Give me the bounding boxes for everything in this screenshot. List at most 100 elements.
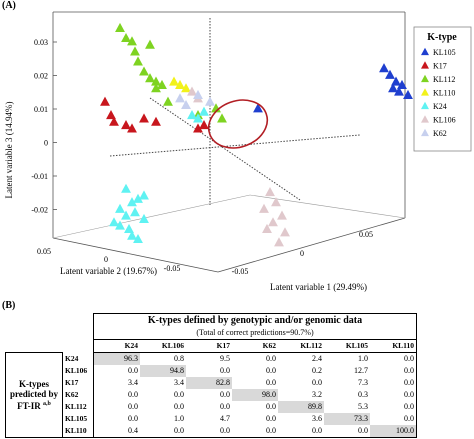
scatter-point-k17 bbox=[199, 120, 209, 130]
table-cell: 3.2 bbox=[312, 390, 322, 399]
scatter-point-kl106 bbox=[280, 227, 290, 237]
table-cell: 0.4 bbox=[93, 425, 140, 438]
highlight-ellipse bbox=[207, 99, 269, 149]
scatter-point-kl112 bbox=[130, 46, 140, 56]
table-col-header: KL110 bbox=[370, 339, 417, 353]
table-cell: 0.0 bbox=[370, 389, 417, 401]
scatter-point-kl112 bbox=[139, 66, 149, 76]
scatter-point-kl110 bbox=[169, 76, 179, 86]
table-row: KL105 0.0 1.0 4.7 0.0 3.6 73.3 0.0 bbox=[6, 413, 417, 425]
table-cell: 12.7 bbox=[354, 366, 368, 375]
table-cell: 0.0 bbox=[174, 390, 184, 399]
table-col-header: KL106 bbox=[140, 339, 186, 353]
box-edge-floor-back2 bbox=[249, 194, 406, 219]
scatter-point-kl106 bbox=[265, 187, 275, 197]
table-cell: 0.0 bbox=[93, 365, 140, 377]
x-tick-label: 0 bbox=[300, 249, 304, 258]
scatter-point-k24 bbox=[127, 230, 137, 240]
table-cell: 0.0 bbox=[266, 366, 276, 375]
table-row-header: KL106 bbox=[62, 365, 94, 377]
table-cell: 0.0 bbox=[266, 414, 276, 423]
table-row-title-text: K-types predicted by FT-IR bbox=[9, 379, 59, 411]
scatter-point-kl106 bbox=[259, 203, 269, 213]
table-cell: 0.0 bbox=[324, 425, 370, 438]
scatter-point-kl110 bbox=[181, 83, 191, 93]
x-tick-label: -0.05 bbox=[232, 267, 249, 276]
table-row: KL112 0.0 0.0 0.0 0.0 89.8 5.3 0.0 bbox=[6, 401, 417, 413]
table-cell: 0.2 bbox=[312, 366, 322, 375]
table-cell: 73.3 bbox=[324, 413, 370, 425]
scatter-point-kl112 bbox=[127, 36, 137, 46]
scatter-point-kl112 bbox=[151, 83, 161, 93]
table-cell: 96.3 bbox=[93, 352, 140, 365]
table-cell: 0.0 bbox=[186, 425, 232, 438]
table-row: KL110 0.4 0.0 0.0 0.0 0.0 0.0 100.0 bbox=[6, 425, 417, 438]
table-cell: 3.4 bbox=[93, 377, 140, 389]
table-cell: 7.3 bbox=[358, 378, 368, 387]
scatter-point-kl112 bbox=[145, 73, 155, 83]
table-cell: 0.0 bbox=[370, 377, 417, 389]
scatter-point-k17 bbox=[151, 116, 161, 126]
scatter-point-k24 bbox=[139, 213, 149, 223]
scatter-point-kl105 bbox=[253, 103, 263, 113]
table-cell: 0.0 bbox=[278, 425, 324, 438]
plot-box-frame bbox=[52, 11, 406, 273]
legend-label-kl110: KL110 bbox=[433, 89, 455, 98]
table-cell: 0.0 bbox=[370, 352, 417, 365]
scatter-point-kl112 bbox=[115, 22, 125, 32]
y-tick-label: 0 bbox=[104, 255, 108, 264]
y-axis-label: Latent variable 2 (19.67%) bbox=[60, 266, 157, 276]
table-cell: 1.0 bbox=[358, 354, 368, 363]
scatter-point-k24 bbox=[139, 190, 149, 200]
scatter-point-kl112 bbox=[217, 113, 227, 123]
table-cell: 1.0 bbox=[174, 414, 184, 423]
x-tick-label: 0.05 bbox=[359, 230, 373, 239]
z-tick-label: 0 bbox=[44, 139, 48, 148]
scatter-point-k24 bbox=[115, 220, 125, 230]
y-axis-ticks: 0.05 0 -0.05 bbox=[37, 247, 180, 273]
box-edge-front-bottom-left bbox=[52, 237, 219, 273]
legend-label-kl106: KL106 bbox=[433, 116, 456, 125]
scatter-point-kl112 bbox=[151, 76, 161, 86]
table-cell: 5.3 bbox=[358, 402, 368, 411]
z-tick-label: 0.02 bbox=[34, 72, 48, 81]
origin-guides bbox=[109, 18, 361, 205]
table-cell: 0.0 bbox=[266, 354, 276, 363]
x-axis-ticks: -0.05 0 0.05 bbox=[232, 230, 373, 276]
table-row-header: KL110 bbox=[62, 425, 94, 438]
legend-marker-kl105 bbox=[421, 47, 429, 56]
z-tick-label: 0.01 bbox=[34, 105, 48, 114]
table-col-header: K17 bbox=[186, 339, 232, 353]
table-cell: 0.0 bbox=[232, 425, 278, 438]
z-tick-label: 0.03 bbox=[34, 38, 48, 47]
legend-marker-k24 bbox=[421, 101, 429, 110]
scatter-point-k17 bbox=[106, 110, 116, 120]
y-tick-label: 0.05 bbox=[37, 247, 51, 256]
x-axis-label: Latent variable 1 (29.49%) bbox=[270, 282, 367, 292]
scatter-point-k62 bbox=[175, 93, 185, 103]
table-cell: 0.0 bbox=[370, 401, 417, 413]
scatter-point-kl112 bbox=[133, 56, 143, 66]
table-cell: 0.3 bbox=[358, 390, 368, 399]
scatter-point-k24 bbox=[187, 110, 197, 120]
table-row-header: K17 bbox=[62, 377, 94, 389]
table-cell: 0.0 bbox=[93, 401, 140, 413]
panel-a-label: (A) bbox=[2, 0, 16, 11]
legend-marker-k17 bbox=[421, 61, 429, 69]
legend-title: K-type bbox=[427, 32, 457, 43]
legend-label-k62: K62 bbox=[433, 129, 447, 138]
table-cell: 0.0 bbox=[140, 425, 186, 438]
table-row-title: K-types predicted by FT-IR a,b bbox=[5, 352, 63, 438]
scatter-point-k17 bbox=[127, 123, 137, 133]
table-row: K-types predicted by FT-IR a,b K24 96.3 0.8… bbox=[5, 352, 417, 438]
table-cell: 4.7 bbox=[220, 414, 230, 423]
scatter-point-k24 bbox=[127, 197, 137, 207]
scatter-point-kl106 bbox=[277, 210, 287, 220]
legend-label-kl112: KL112 bbox=[433, 75, 455, 84]
y-tick-label: -0.05 bbox=[164, 264, 181, 273]
scatter-point-kl106 bbox=[274, 237, 284, 247]
table-cell: 100.0 bbox=[370, 425, 417, 438]
table-cell: 9.5 bbox=[220, 354, 230, 363]
table-cell: 0.0 bbox=[220, 402, 230, 411]
scatter-point-kl112 bbox=[121, 32, 131, 43]
